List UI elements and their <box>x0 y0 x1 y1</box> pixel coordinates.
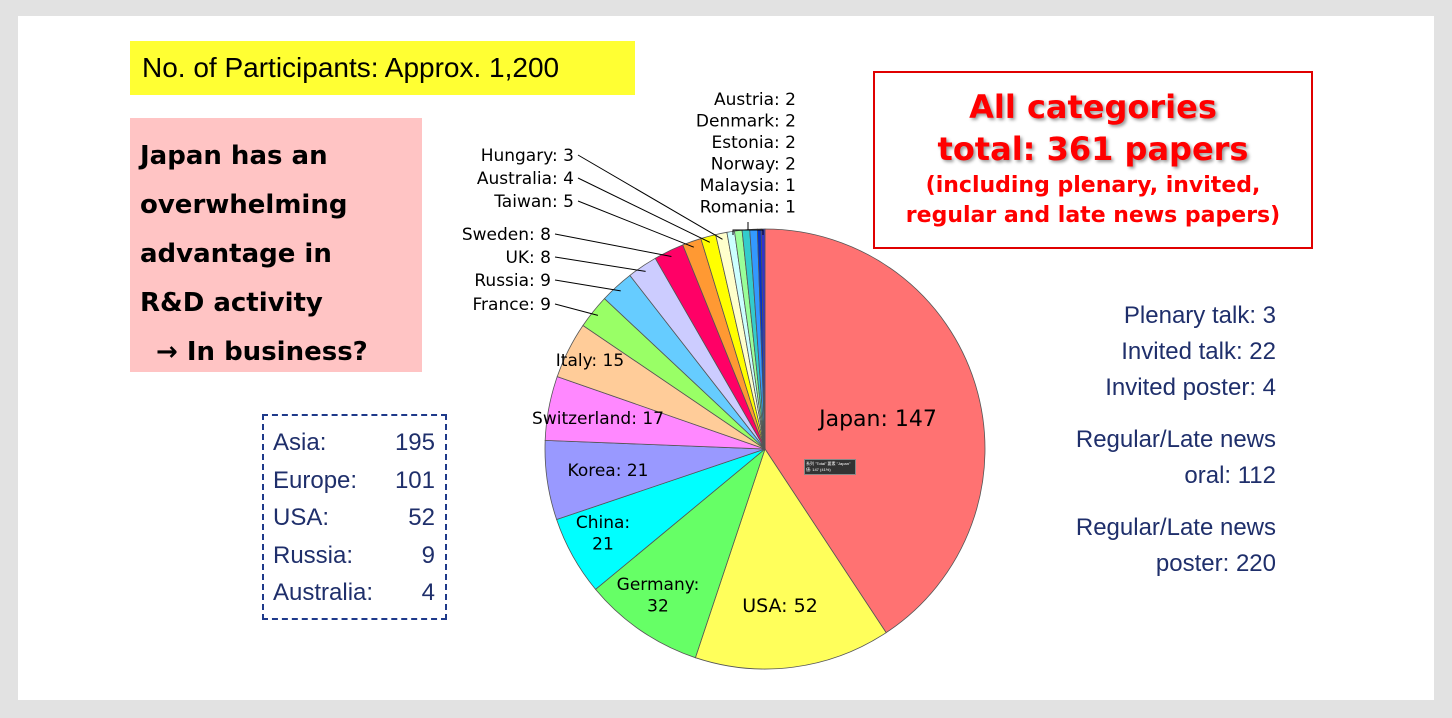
region-summary-box: Asia: 195 Europe: 101 USA: 52 Russia: 9 Aust… <box>262 414 447 620</box>
slice-label-switzerland: Switzerland: 17 <box>532 409 664 429</box>
invited-talk: Invited talk: 22 <box>1121 338 1276 365</box>
slice-label-australia: Australia: 4 <box>477 169 574 189</box>
slice-label-italy: Italy: 15 <box>556 351 624 371</box>
leader-line-france <box>554 303 599 316</box>
pie-slice-usa <box>694 448 887 670</box>
slice-label-japan: Japan: 147 <box>817 407 937 432</box>
total-count: total: 361 papers <box>937 130 1249 168</box>
slice-label-germany: Germany: 32 <box>617 575 700 616</box>
tooltip-line: 系列 "Total" 要素 "Japan" <box>806 461 851 466</box>
chart-tooltip: 系列 "Total" 要素 "Japan" 値: 147 (41%) <box>804 459 856 475</box>
leader-line-taiwan <box>577 200 694 248</box>
region-row: USA: 52 <box>273 499 435 537</box>
region-value: 101 <box>394 466 435 494</box>
slice-label-russia: Russia: 9 <box>474 271 551 291</box>
japan-note-line: R&D activity <box>140 288 323 318</box>
participants-banner: No. of Participants: Approx. 1,200 <box>130 41 635 95</box>
leader-line-australia <box>577 177 711 243</box>
slice-label-estonia: Estonia: 2 <box>711 133 796 153</box>
slice-label-hungary: Hungary: 3 <box>481 146 574 166</box>
region-value: 9 <box>421 541 435 569</box>
region-value: 195 <box>394 429 435 456</box>
region-row: Asia: 195 <box>273 424 435 462</box>
oral-count: oral: 112 <box>1184 462 1276 489</box>
slice-label-korea: Korea: 21 <box>568 461 649 481</box>
region-name: Russia: <box>273 541 354 569</box>
slice-label-sweden: Sweden: 8 <box>462 225 551 245</box>
pie-slice-romania <box>760 228 766 450</box>
slice-label-china: China: 21 <box>576 513 630 554</box>
slice-label-malaysia: Malaysia: 1 <box>700 176 796 196</box>
slice-label-taiwan: Taiwan: 5 <box>493 192 574 212</box>
slice-label-norway: Norway: 2 <box>711 155 796 175</box>
japan-note-line: → In business? <box>156 337 368 367</box>
poster-label: Regular/Late news <box>1075 514 1276 541</box>
slice-label-france: France: 9 <box>473 295 551 315</box>
plenary-talk: Plenary talk: 3 <box>1123 302 1276 329</box>
slice-label-usa: USA: 52 <box>742 595 818 617</box>
leader-line-uk <box>554 256 646 272</box>
slice-label-romania: Romania: 1 <box>700 198 796 218</box>
region-name: Europe: <box>273 466 358 494</box>
region-value: 4 <box>421 579 435 606</box>
slice-label-uk: UK: 8 <box>505 248 551 268</box>
total-title: All categories <box>969 88 1217 126</box>
tooltip-line: 値: 147 (41%) <box>806 467 831 472</box>
region-value: 52 <box>408 504 435 531</box>
total-note: (including plenary, invited, <box>925 173 1261 198</box>
region-name: Asia: <box>273 429 327 456</box>
slice-label-denmark: Denmark: 2 <box>696 112 796 132</box>
japan-note-box: Japan has an overwhelming advantage in R… <box>130 118 422 372</box>
pie-slice-germany <box>595 447 766 659</box>
total-papers-box: All categories total: 361 papers (includ… <box>873 71 1313 249</box>
invited-poster: Invited poster: 4 <box>1105 374 1276 401</box>
leader-line-russia <box>554 279 621 292</box>
pie-chart: Japan: 147 USA: 52 Germany: 32 China: 21 Korea… <box>462 90 986 670</box>
slice-label-austria: Austria: 2 <box>714 90 796 110</box>
region-row: Europe: 101 <box>273 462 435 500</box>
region-row: Russia: 9 <box>273 537 435 575</box>
region-row: Australia: 4 <box>273 574 435 612</box>
japan-note-line: Japan has an <box>140 141 328 171</box>
poster-count: poster: 220 <box>1155 550 1276 577</box>
japan-note-line: advantage in <box>140 239 332 269</box>
oral-label: Regular/Late news <box>1075 426 1276 453</box>
leader-line-hungary <box>577 154 723 240</box>
japan-note-line: overwhelming <box>140 190 348 220</box>
total-note: regular and late news papers) <box>905 203 1281 228</box>
region-name: USA: <box>273 504 330 531</box>
region-name: Australia: <box>273 579 374 606</box>
leader-line-sweden <box>554 233 672 257</box>
slide: No. of Participants: Approx. 1,200 Japan… <box>18 16 1434 700</box>
talk-breakdown: Plenary talk: 3 Invited talk: 22 Invited… <box>1076 298 1276 582</box>
